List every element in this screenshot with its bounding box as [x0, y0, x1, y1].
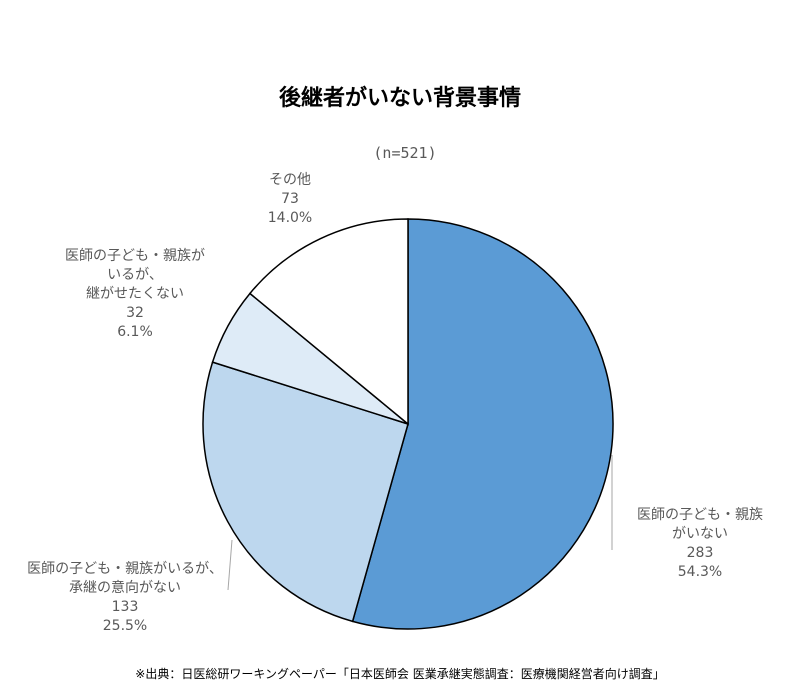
label-percent: 25.5%: [102, 618, 148, 634]
label-slice-3: その他 73 14.0%: [240, 171, 340, 228]
label-text: いるが、: [107, 267, 163, 283]
label-slice-0: 医師の子ども・親族 がいない 283 54.3%: [625, 506, 775, 582]
label-text: 継がせたくない: [86, 286, 184, 302]
label-slice-1: 医師の子ども・親族がいるが、 承継の意向がない 133 25.5%: [10, 560, 240, 636]
leader-line-1: [227, 539, 233, 591]
label-text: 医師の子ども・親族が: [65, 248, 205, 264]
label-count: 32: [126, 305, 144, 321]
label-count: 283: [686, 545, 714, 561]
label-percent: 6.1%: [117, 324, 153, 340]
label-percent: 54.3%: [677, 564, 723, 580]
chart-subtitle: (n=521): [373, 144, 437, 162]
label-text: がいない: [672, 526, 728, 542]
label-text: 医師の子ども・親族がいるが、: [27, 561, 223, 577]
source-note: ※出典：日医総研ワーキングペーパー「日本医師会 医業承継実態調査：医療機関経営者…: [135, 667, 665, 681]
label-count: 133: [111, 599, 139, 615]
label-slice-2: 医師の子ども・親族が いるが、 継がせたくない 32 6.1%: [45, 247, 225, 342]
pie-slice-0: [351, 218, 614, 630]
label-text: 医師の子ども・親族: [637, 507, 763, 523]
pie-slice-1: [202, 361, 409, 623]
chart-title: 後継者がいない背景事情: [278, 86, 521, 111]
label-text: 承継の意向がない: [69, 580, 181, 596]
label-text: その他: [269, 172, 311, 188]
pie-slice-3: [248, 218, 409, 426]
label-percent: 14.0%: [267, 210, 313, 226]
label-count: 73: [281, 191, 299, 207]
